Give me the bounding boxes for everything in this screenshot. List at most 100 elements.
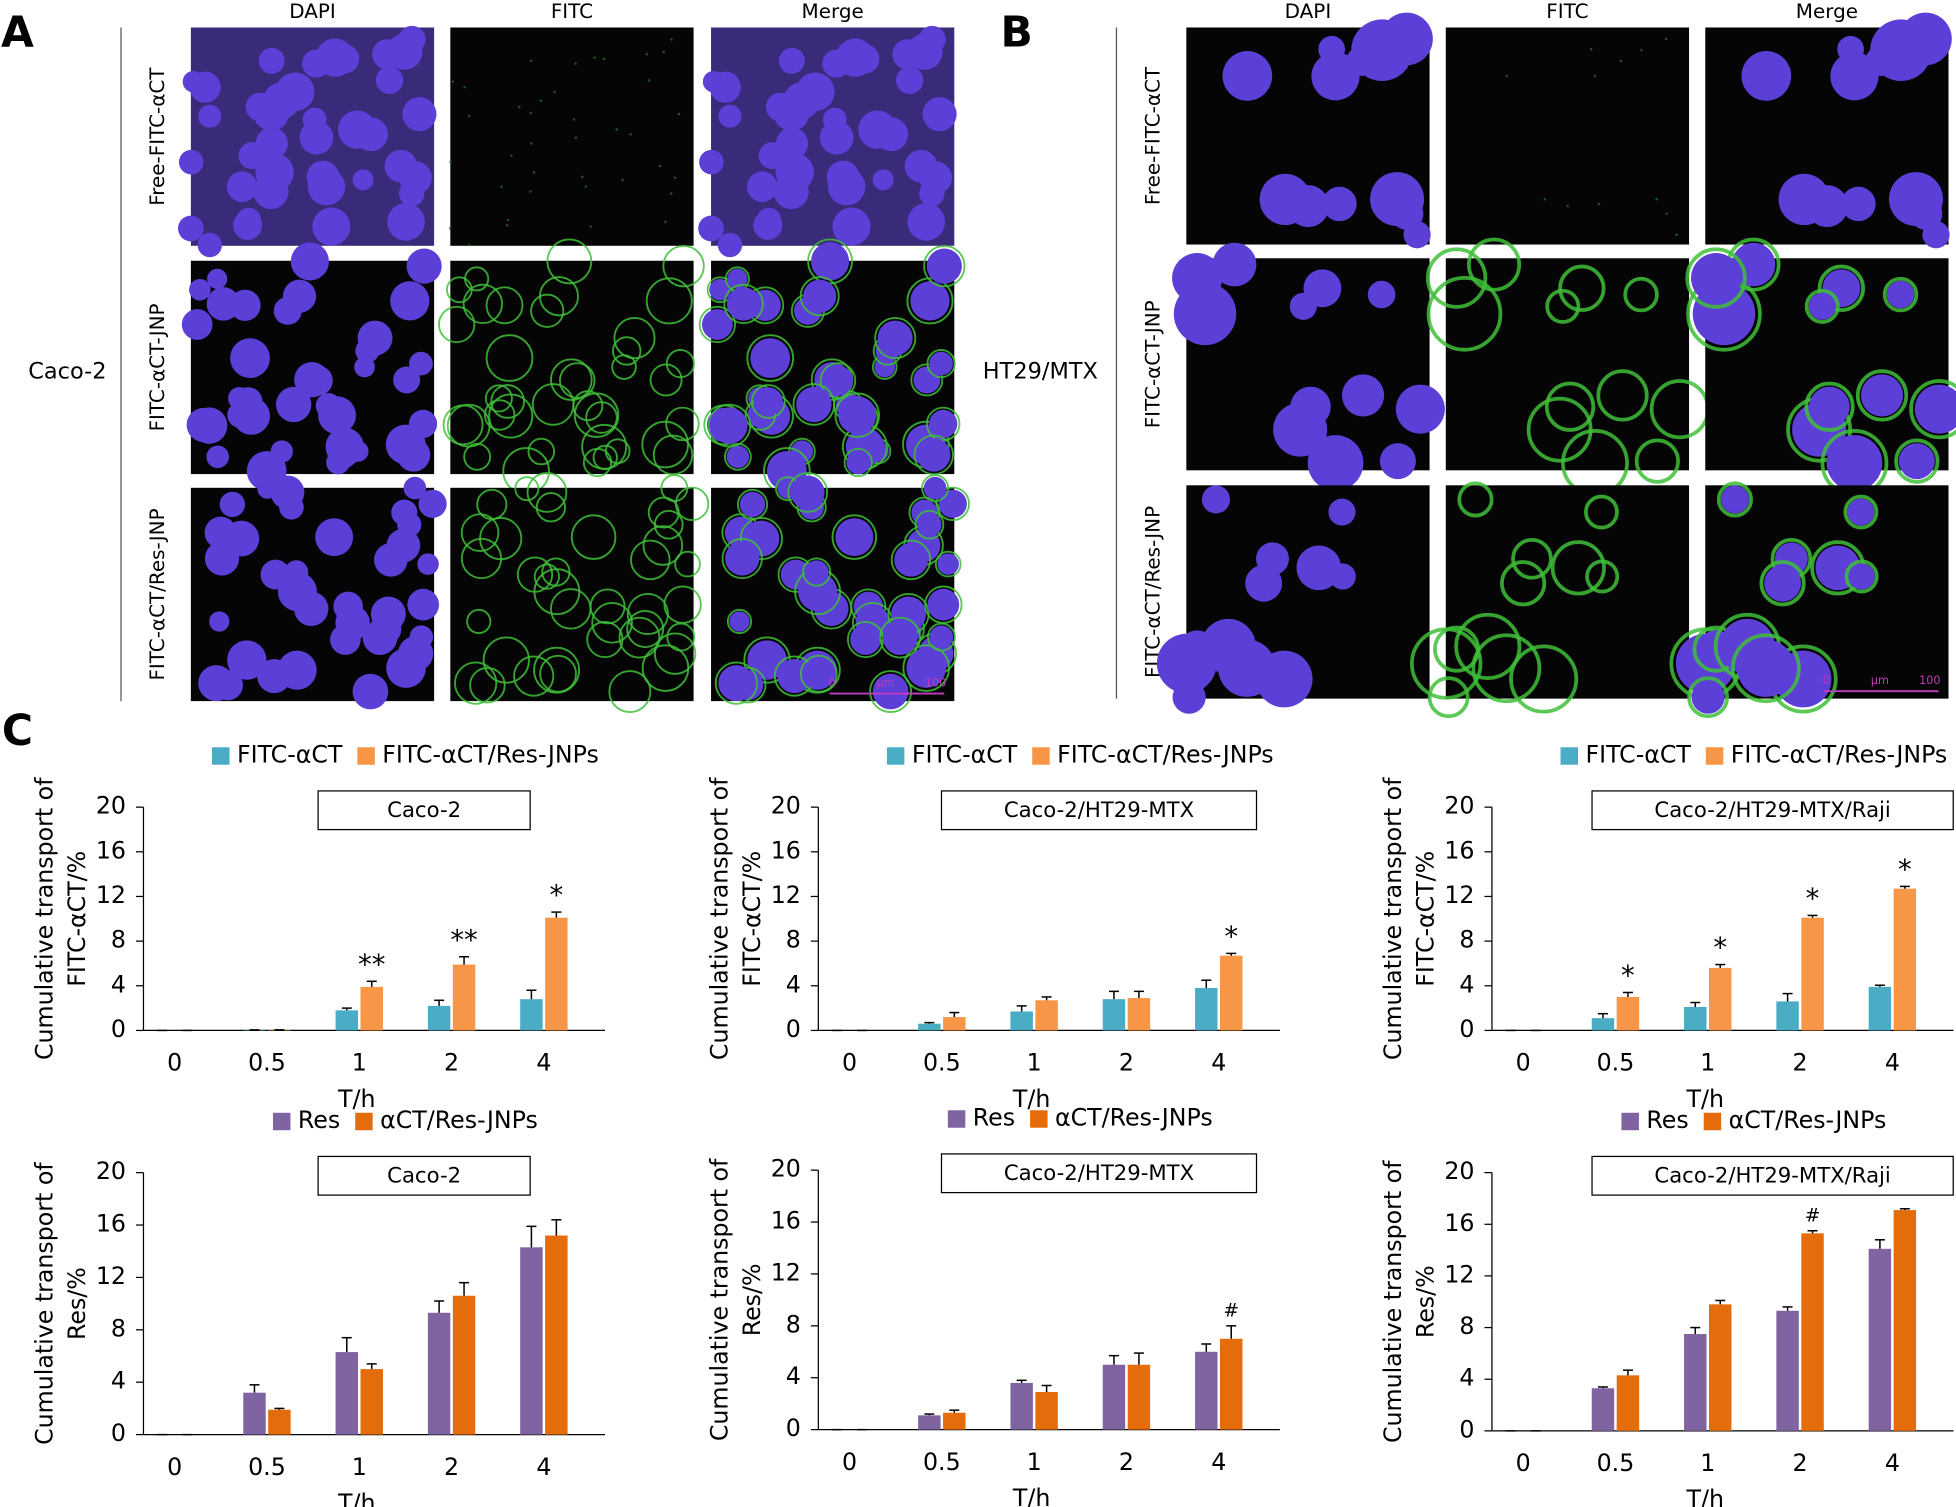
panel-label: C <box>2 707 33 756</box>
fitc-signal <box>834 392 880 438</box>
bar <box>1801 917 1824 1031</box>
bar <box>1035 1391 1058 1430</box>
bar <box>335 1352 359 1435</box>
x-tick-label: 4 <box>1885 1049 1900 1077</box>
fitc-signal <box>529 59 533 63</box>
y-axis-label: Cumulative transport of <box>31 777 59 1060</box>
fitc-signal <box>529 111 532 115</box>
nucleus <box>204 541 240 576</box>
micrograph <box>181 242 442 491</box>
bar <box>335 1010 359 1031</box>
fitc-signal <box>1589 47 1593 51</box>
fitc-signal <box>1675 233 1678 236</box>
fitc-signal <box>1623 276 1659 313</box>
fitc-signal <box>526 472 568 513</box>
fitc-signal <box>460 537 503 580</box>
nucleus <box>253 95 290 131</box>
fitc-signal <box>1634 438 1680 484</box>
significance-mark: ** <box>450 925 477 956</box>
bar <box>1195 988 1218 1031</box>
fitc-signal <box>1844 559 1879 594</box>
nucleus <box>409 625 434 649</box>
bar <box>1220 1338 1243 1430</box>
fitc-signal <box>1584 494 1619 530</box>
legend-swatch <box>357 747 375 765</box>
bar <box>243 1392 266 1435</box>
nucleus <box>701 309 733 340</box>
nucleus <box>387 203 425 241</box>
cell-model-box <box>940 790 1258 831</box>
micrograph-background <box>1445 27 1690 245</box>
bar <box>1591 1018 1615 1031</box>
micrograph-background <box>450 27 694 246</box>
fitc-signal <box>621 178 624 182</box>
nucleus <box>1826 435 1883 491</box>
nucleus <box>178 215 204 242</box>
bar <box>360 986 383 1031</box>
fitc-signal <box>663 585 702 624</box>
x-tick-label: 4 <box>1211 1049 1226 1077</box>
bar <box>1127 998 1151 1031</box>
row-label: FITC-αCT-JNP <box>1140 300 1164 428</box>
y-axis-label: Cumulative transport of <box>1379 777 1407 1060</box>
fitc-signal <box>726 608 753 635</box>
nucleus <box>352 673 389 710</box>
fitc-signal <box>449 160 452 164</box>
fitc-signal <box>677 112 681 116</box>
bar <box>1801 1233 1824 1431</box>
nucleus <box>1808 292 1836 320</box>
micrograph <box>1186 12 1433 249</box>
nucleus <box>417 553 439 575</box>
x-tick-label: 0.5 <box>248 1453 286 1481</box>
nucleus <box>1847 498 1875 526</box>
nucleus <box>386 648 426 688</box>
fitc-signal <box>531 383 575 426</box>
micrograph <box>1445 27 1690 245</box>
panel-label: B <box>1001 8 1033 57</box>
fitc-signal <box>1500 560 1547 607</box>
fitc-signal <box>1550 540 1606 596</box>
x-tick-label: 0 <box>167 1049 182 1077</box>
y-tick-label: 4 <box>111 970 126 998</box>
nucleus <box>1720 485 1749 514</box>
x-tick-label: 4 <box>536 1049 551 1077</box>
x-tick-label: 0.5 <box>923 1049 961 1077</box>
nucleus <box>1367 280 1396 309</box>
fitc-signal <box>530 293 565 328</box>
panel-label: A <box>1 8 34 57</box>
fitc-signal <box>438 305 476 344</box>
fitc-signal <box>1545 288 1581 324</box>
fitc-signal <box>653 509 684 540</box>
x-axis-label: T/h <box>1012 1484 1050 1507</box>
legend-label: FITC-αCT/Res-JNPs <box>382 740 598 768</box>
micrograph-background <box>450 487 694 702</box>
fitc-signal <box>647 79 651 82</box>
fitc-signal <box>1685 247 1747 309</box>
fitc-signal <box>630 539 671 581</box>
y-tick-label: 20 <box>771 792 801 820</box>
fitc-signal <box>1759 560 1806 607</box>
legend-label: αCT/Res-JNPs <box>380 1106 538 1134</box>
fitc-signal <box>1804 381 1855 432</box>
fitc-signal <box>541 557 571 587</box>
nucleus <box>917 512 942 537</box>
fitc-signal <box>532 171 536 174</box>
cell-model-label: Caco-2 <box>387 1162 461 1187</box>
fitc-signal <box>914 509 945 540</box>
nucleus <box>827 167 866 206</box>
y-tick-label: 20 <box>771 1155 801 1183</box>
fitc-signal <box>662 244 705 288</box>
bar <box>1102 1364 1126 1430</box>
nucleus <box>390 281 430 321</box>
fitc-signal <box>1543 198 1546 201</box>
nucleus <box>725 541 760 576</box>
fitc-signal <box>1909 379 1956 440</box>
nucleus <box>739 491 766 518</box>
x-tick-label: 1 <box>1027 1448 1042 1476</box>
bar <box>1709 967 1732 1031</box>
nucleus <box>1172 680 1206 714</box>
fitc-signal <box>468 243 471 247</box>
x-tick-label: 2 <box>1119 1448 1134 1476</box>
fitc-signal <box>1665 212 1668 216</box>
bar <box>360 1369 383 1435</box>
